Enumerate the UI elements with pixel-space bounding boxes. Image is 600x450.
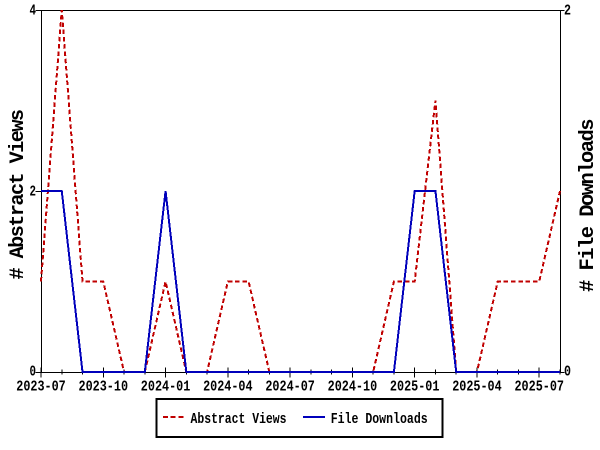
svg-text:2: 2 <box>564 3 571 20</box>
svg-text:0: 0 <box>564 364 571 381</box>
svg-text:2024-01: 2024-01 <box>141 379 191 396</box>
svg-text:0: 0 <box>30 364 37 381</box>
svg-text:2023-07: 2023-07 <box>16 379 66 396</box>
svg-text:2025-01: 2025-01 <box>390 379 440 396</box>
svg-text:2025-07: 2025-07 <box>514 379 564 396</box>
svg-text:4: 4 <box>30 3 37 20</box>
svg-text:2023-10: 2023-10 <box>79 379 129 396</box>
svg-text:Abstract Views: Abstract Views <box>191 411 287 428</box>
svg-text:# Abstract Views: # Abstract Views <box>7 110 30 280</box>
svg-text:File Downloads: File Downloads <box>331 411 428 428</box>
svg-text:2024-10: 2024-10 <box>328 379 378 396</box>
svg-text:2025-04: 2025-04 <box>452 379 502 396</box>
svg-text:# File Downloads: # File Downloads <box>577 119 600 292</box>
svg-text:2024-04: 2024-04 <box>203 379 253 396</box>
svg-text:2024-07: 2024-07 <box>265 379 315 396</box>
svg-text:2: 2 <box>30 184 37 201</box>
